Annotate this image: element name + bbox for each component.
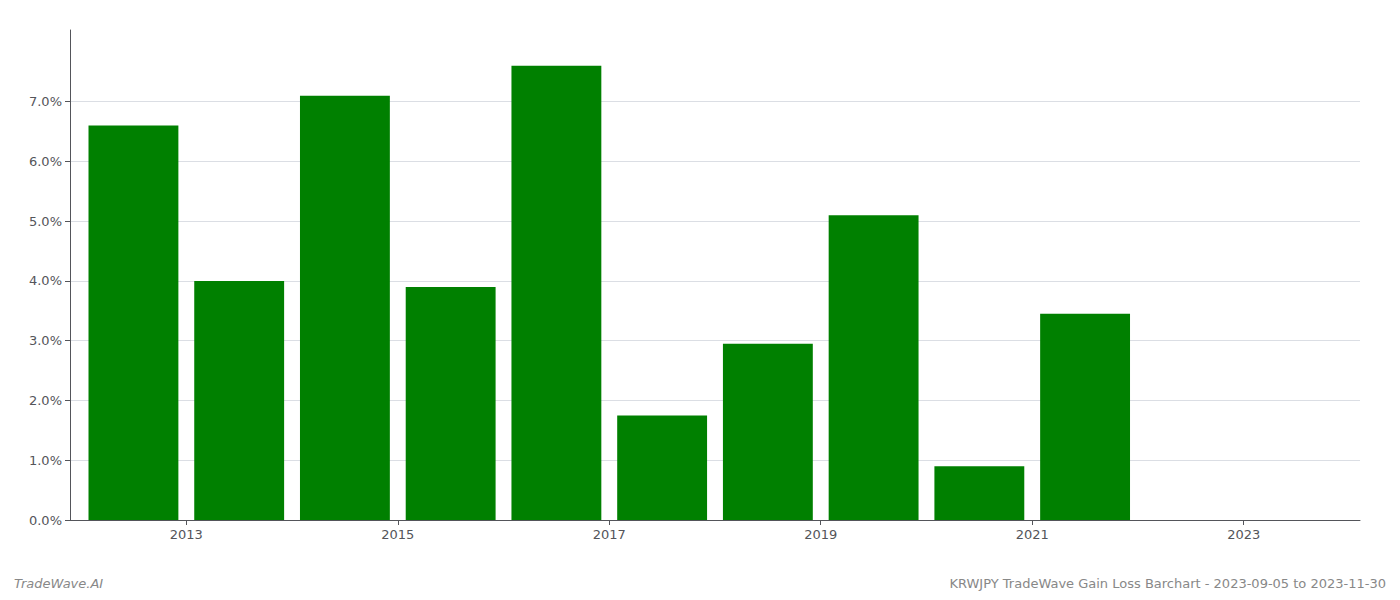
svg-text:2015: 2015 [381,527,414,542]
svg-text:0.0%: 0.0% [29,513,62,528]
svg-text:7.0%: 7.0% [29,94,62,109]
svg-text:5.0%: 5.0% [29,214,62,229]
svg-text:2017: 2017 [593,527,626,542]
svg-text:6.0%: 6.0% [29,154,62,169]
svg-text:2023: 2023 [1227,527,1260,542]
svg-text:3.0%: 3.0% [29,333,62,348]
svg-text:2.0%: 2.0% [29,393,62,408]
svg-text:1.0%: 1.0% [29,453,62,468]
svg-text:KRWJPY TradeWave Gain Loss Bar: KRWJPY TradeWave Gain Loss Barchart - 20… [949,576,1386,591]
svg-text:2019: 2019 [804,527,837,542]
svg-text:4.0%: 4.0% [29,273,62,288]
svg-text:TradeWave.AI: TradeWave.AI [14,576,103,591]
svg-text:2013: 2013 [170,527,203,542]
svg-text:2021: 2021 [1016,527,1049,542]
